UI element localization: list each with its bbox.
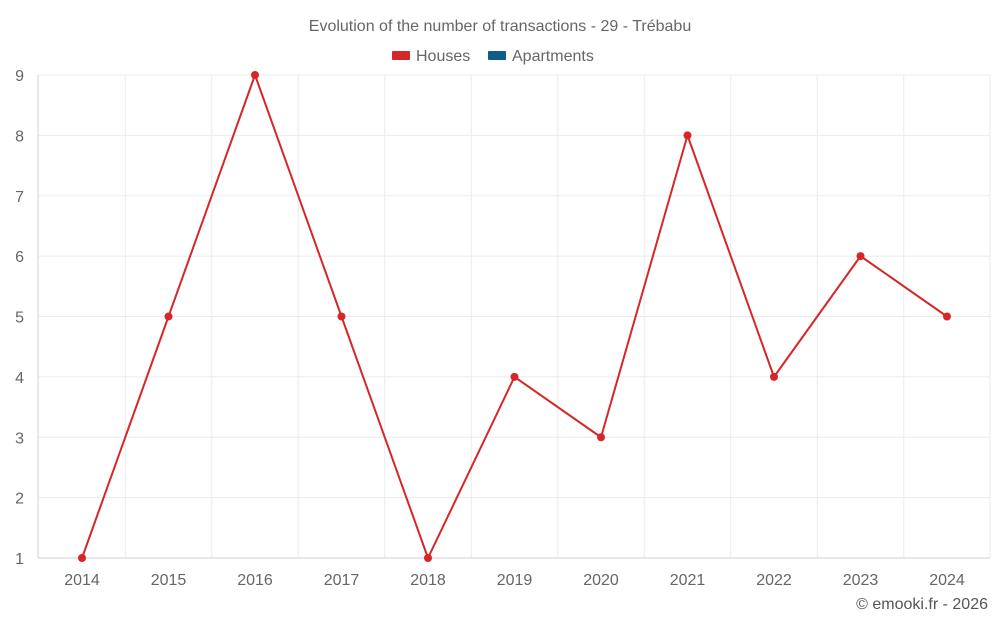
y-tick-label: 6 — [15, 249, 24, 266]
legend-swatch-apartments — [488, 51, 506, 60]
x-tick-label: 2017 — [324, 572, 360, 589]
x-tick-label: 2020 — [583, 572, 619, 589]
x-axis-ticks: 2014 2015 2016 2017 2018 2019 2020 2021 2022 2023… — [64, 572, 965, 589]
x-tick-label: 2018 — [410, 572, 446, 589]
x-tick-label: 2014 — [64, 572, 100, 589]
credit-text: © emooki.fr - 2026 — [856, 596, 988, 613]
x-tick-label: 2021 — [670, 572, 706, 589]
y-tick-label: 3 — [15, 430, 24, 447]
y-tick-label: 2 — [15, 491, 24, 508]
grid — [38, 74, 991, 558]
x-tick-label: 2022 — [756, 572, 792, 589]
y-axis-ticks: 1 2 3 4 5 6 7 8 9 — [15, 68, 24, 568]
data-point-houses[interactable] — [510, 372, 519, 381]
legend-swatch-houses — [392, 51, 410, 60]
x-tick-label: 2016 — [237, 572, 273, 589]
legend-label-apartments[interactable]: Apartments — [512, 48, 594, 65]
data-point-houses[interactable] — [597, 433, 605, 442]
y-tick-label: 1 — [15, 551, 24, 568]
y-tick-label: 8 — [15, 128, 24, 145]
chart-title: Evolution of the number of transactions … — [309, 18, 691, 35]
y-tick-label: 5 — [15, 310, 24, 327]
axes — [37, 75, 990, 559]
series — [78, 71, 951, 562]
data-point-houses[interactable] — [251, 71, 259, 79]
x-tick-label: 2024 — [929, 572, 965, 589]
legend-label-houses[interactable]: Houses — [416, 48, 470, 65]
data-point-houses[interactable] — [78, 554, 86, 562]
data-point-houses[interactable] — [856, 252, 865, 261]
chart-legend: Houses Apartments — [392, 48, 594, 65]
data-point-houses[interactable] — [164, 312, 173, 321]
y-tick-label: 9 — [15, 68, 24, 85]
data-point-houses[interactable] — [424, 554, 432, 562]
data-point-houses[interactable] — [337, 312, 346, 321]
data-point-houses[interactable] — [683, 131, 692, 140]
x-tick-label: 2015 — [151, 572, 187, 589]
x-tick-label: 2023 — [843, 572, 879, 589]
y-tick-label: 4 — [15, 370, 24, 387]
data-point-houses[interactable] — [770, 372, 778, 381]
x-tick-label: 2019 — [497, 572, 533, 589]
y-tick-label: 7 — [15, 189, 24, 206]
data-point-houses[interactable] — [943, 312, 951, 321]
